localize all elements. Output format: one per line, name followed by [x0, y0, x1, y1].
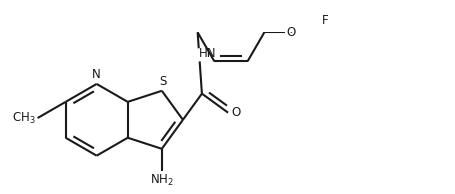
Text: F: F — [321, 14, 328, 27]
Text: NH$_2$: NH$_2$ — [150, 173, 173, 188]
Text: CH$_3$: CH$_3$ — [12, 111, 35, 126]
Text: N: N — [92, 68, 101, 81]
Text: O: O — [231, 106, 240, 119]
Text: HN: HN — [198, 47, 216, 60]
Text: S: S — [159, 75, 166, 88]
Text: O: O — [285, 26, 295, 39]
